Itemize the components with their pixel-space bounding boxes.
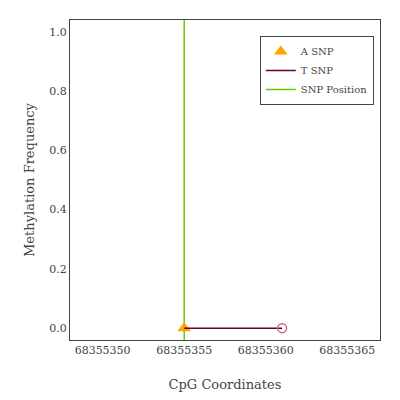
svg-text:0.0: 0.0	[49, 322, 67, 335]
svg-text:68355350: 68355350	[75, 344, 131, 357]
svg-text:68355365: 68355365	[319, 344, 375, 357]
svg-text:Methylation Frequency: Methylation Frequency	[22, 102, 37, 257]
svg-text:1.0: 1.0	[49, 26, 67, 39]
svg-text:A SNP: A SNP	[300, 46, 334, 57]
svg-text:SNP Position: SNP Position	[301, 84, 367, 95]
svg-text:T SNP: T SNP	[301, 65, 333, 76]
svg-text:0.4: 0.4	[49, 203, 67, 216]
svg-text:0.6: 0.6	[49, 144, 67, 157]
svg-text:68355360: 68355360	[238, 344, 294, 357]
svg-text:CpG Coordinates: CpG Coordinates	[169, 377, 282, 392]
svg-text:0.2: 0.2	[49, 263, 67, 276]
svg-text:68355355: 68355355	[156, 344, 212, 357]
svg-text:0.8: 0.8	[49, 85, 67, 98]
